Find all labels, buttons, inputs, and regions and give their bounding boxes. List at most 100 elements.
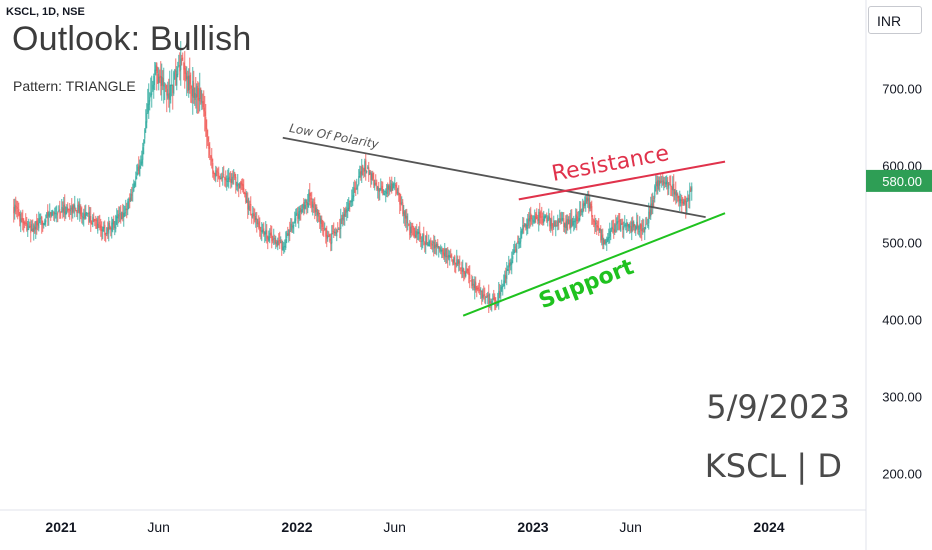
candle-body — [404, 210, 406, 219]
candle-body — [181, 58, 183, 60]
candle-body — [335, 232, 337, 234]
y-tick-label: 200.00 — [882, 467, 922, 482]
candle-body — [216, 170, 218, 172]
candle-body — [377, 187, 379, 191]
candle-body — [586, 197, 588, 202]
candle-body — [194, 92, 196, 100]
candle-body — [481, 290, 483, 298]
candle-body — [111, 222, 113, 232]
candle-body — [609, 230, 611, 237]
candle-body — [680, 199, 682, 201]
candle-body — [543, 216, 545, 223]
candle-body — [648, 211, 650, 224]
candle-body — [160, 76, 162, 87]
candle-body — [228, 176, 230, 180]
candle-body — [119, 213, 121, 215]
candle-body — [495, 306, 497, 308]
candle-body — [585, 197, 587, 204]
candle-body — [575, 214, 577, 222]
candle-body — [203, 107, 205, 112]
candle-body — [136, 172, 138, 175]
time-axis[interactable]: 2021 Jun 2022 Jun 2023 Jun 2024 — [45, 519, 784, 535]
candle-body — [334, 231, 336, 233]
candle-body — [365, 159, 367, 174]
candle-body — [687, 197, 689, 201]
candle-body — [309, 192, 311, 197]
candle-body — [320, 218, 322, 224]
candle-body — [580, 209, 582, 213]
candle-body — [171, 84, 173, 86]
candle-body — [168, 92, 170, 100]
currency-selector[interactable]: INR — [868, 6, 922, 34]
candle-body — [603, 239, 605, 246]
candle-body — [509, 262, 511, 266]
candle-body — [649, 209, 651, 217]
support-line[interactable] — [462, 212, 726, 317]
candle-body — [661, 180, 663, 182]
candle-body — [498, 290, 500, 304]
candle-body — [322, 227, 324, 229]
candle-body — [385, 192, 387, 194]
candle-body — [217, 172, 219, 174]
x-tick-label: 2022 — [281, 519, 312, 535]
candle-body — [84, 212, 86, 219]
candle-body — [624, 224, 626, 226]
candle-body — [383, 193, 385, 196]
candle-body — [13, 206, 15, 214]
candle-body — [20, 218, 22, 224]
price-axis[interactable]: 200.00 300.00 400.00 500.00 600.00 700.00 — [882, 82, 922, 482]
candle-body — [34, 226, 36, 230]
candle-body — [275, 242, 277, 245]
candle-body — [582, 203, 584, 213]
candle-body — [118, 215, 120, 217]
candle-body — [321, 220, 323, 228]
candle-body — [226, 181, 228, 182]
candle-body — [651, 203, 653, 208]
candle-body — [59, 208, 61, 211]
candle-body — [492, 297, 494, 300]
polarity-line[interactable] — [282, 136, 706, 218]
candle-body — [200, 88, 202, 102]
symbol-info[interactable]: KSCL, 1D, NSE — [6, 6, 85, 18]
candle-body — [305, 200, 307, 203]
candle-body — [455, 263, 457, 265]
candle-body — [596, 225, 598, 228]
candle-body — [548, 216, 550, 220]
candle-body — [562, 218, 564, 220]
candle-body — [110, 228, 112, 230]
candle-body — [87, 213, 89, 215]
candle-body — [421, 240, 423, 242]
candle-body — [103, 226, 105, 229]
candle-body — [240, 181, 242, 185]
candle-body — [482, 294, 484, 298]
y-tick-label: 700.00 — [882, 82, 922, 97]
candle-body — [612, 228, 614, 230]
candle-body — [412, 228, 414, 230]
candle-body — [471, 279, 473, 286]
candle-body — [525, 223, 527, 229]
candle-body — [189, 74, 191, 85]
candle-body — [356, 187, 358, 189]
candle-body — [167, 93, 169, 98]
candle-body — [465, 270, 467, 277]
candle-body — [518, 242, 520, 245]
candle-body — [336, 230, 338, 237]
candle-body — [197, 87, 199, 101]
candle-body — [91, 223, 93, 224]
candle-body — [599, 228, 601, 231]
candle-body — [654, 186, 656, 198]
candle-body — [633, 222, 635, 227]
candle-body — [398, 193, 400, 195]
candle-body — [447, 254, 449, 259]
resistance-line[interactable] — [518, 160, 726, 201]
candle-body — [56, 214, 58, 216]
candle-body — [199, 88, 201, 99]
candle-body — [636, 221, 638, 229]
candle-body — [441, 249, 443, 252]
candle-body — [641, 229, 643, 232]
candle-body — [656, 180, 658, 187]
candle-body — [367, 166, 369, 169]
candle-body — [350, 200, 352, 203]
candle-body — [423, 233, 425, 243]
